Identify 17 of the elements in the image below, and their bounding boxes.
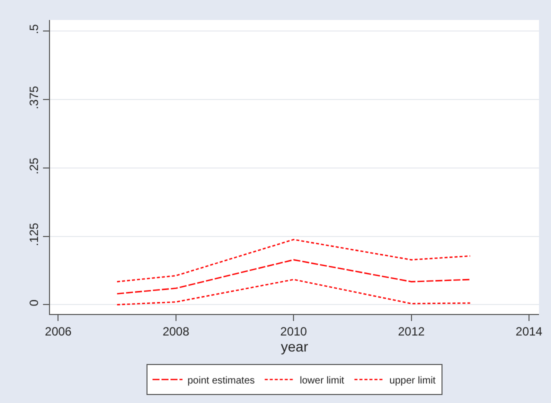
- x-axis-title: year: [280, 338, 308, 354]
- y-tick-label: .125: [27, 222, 42, 246]
- y-tick-label: .25: [27, 157, 42, 174]
- y-tick-label: .5: [27, 24, 42, 34]
- y-tick-label: 0: [27, 299, 42, 306]
- x-tick-label: 2014: [516, 324, 543, 338]
- x-tick-label: 2008: [162, 324, 190, 338]
- x-tick-label: 2006: [44, 324, 72, 338]
- line-series: [116, 278, 471, 306]
- y-tick-label: .375: [27, 86, 42, 110]
- x-tick-label: 2010: [280, 324, 308, 338]
- line-series: [116, 259, 471, 294]
- x-tick-label: 2012: [398, 324, 425, 338]
- legend-label: upper limit: [389, 375, 436, 386]
- legend-label: point estimates: [188, 375, 255, 386]
- legend-label: lower limit: [300, 375, 344, 386]
- line-series: [116, 238, 471, 282]
